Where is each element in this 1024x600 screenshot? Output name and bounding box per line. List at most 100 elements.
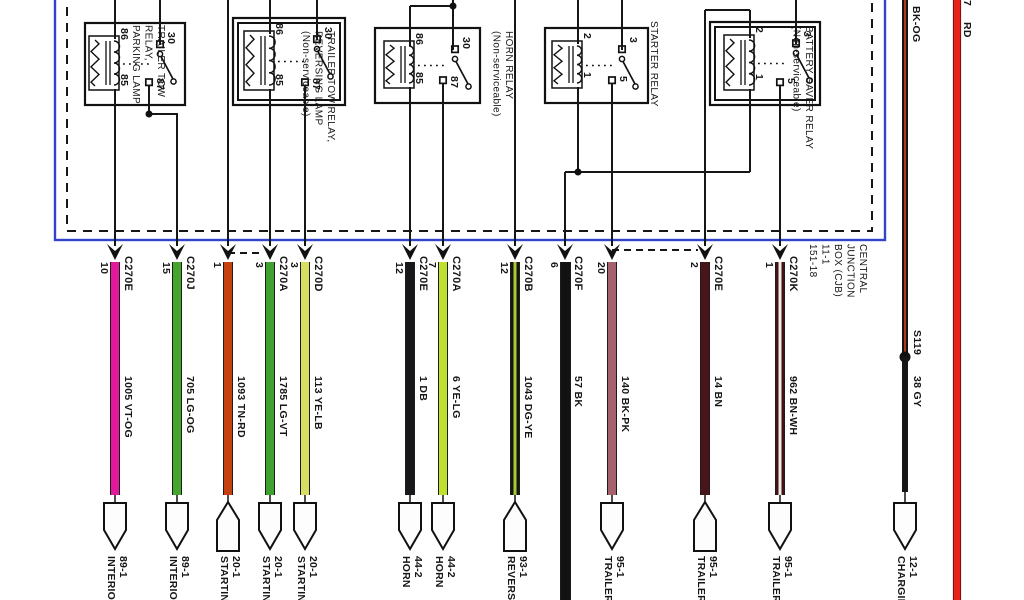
arrowhead-icon — [262, 244, 278, 260]
wire-gy-label: 38 GY — [911, 376, 923, 408]
cjb-box — [53, 0, 887, 242]
right-rails — [893, 0, 962, 600]
connector-label: C270J — [184, 256, 196, 290]
pin-number-label: 3 — [288, 262, 300, 269]
relay-coil-zigzag — [552, 44, 564, 85]
relay-pin-label: 85 — [413, 72, 425, 85]
relay-pin-label: 1 — [753, 74, 765, 81]
destination-label: 89-1 INTERIOR — [167, 556, 191, 600]
circuit-wire — [559, 262, 571, 600]
relay-pin-label: 87 — [154, 78, 166, 91]
destination-label: 44-2 HORN — [400, 556, 424, 588]
relay-winding — [408, 45, 415, 84]
relay-name-label: HORN RELAY (Non-serviceable) — [490, 31, 515, 117]
destination-label: 20-1 STARTING — [295, 556, 319, 600]
relay-blade — [160, 56, 174, 80]
circuit-wire — [700, 262, 710, 495]
relay-pin-label: 30 — [165, 32, 177, 45]
relay-box-inner — [237, 22, 341, 101]
relay-contact — [327, 73, 334, 80]
circuit-wire — [223, 262, 233, 495]
circuit-wire — [265, 262, 275, 495]
circuit-wire — [775, 262, 785, 495]
pin-number-label: 10 — [98, 262, 110, 275]
connector-symbol — [431, 502, 455, 551]
relay-pin-label: 1 — [581, 72, 593, 79]
relay-terminal — [438, 76, 448, 85]
destination-label: 20-1 STARTING — [260, 556, 284, 600]
connector-symbol — [293, 502, 317, 551]
destination-label: 95-1 TRAILER — [770, 556, 794, 600]
arrowhead-icon — [604, 244, 620, 260]
circuit-wire — [405, 262, 415, 495]
arrowhead-icon — [557, 244, 573, 260]
arrowhead-icon — [297, 244, 313, 260]
relay-contact — [465, 83, 472, 90]
connector-symbol — [258, 502, 282, 551]
arrowhead-icon — [697, 244, 713, 260]
relay-terminal — [607, 76, 617, 85]
connector-label: C270D — [312, 256, 324, 292]
relay-pin-label: 86 — [413, 33, 425, 46]
relay-core-bars — [400, 46, 406, 83]
relay-contact — [156, 50, 164, 58]
relay-coil-box — [88, 35, 120, 91]
relay-blade — [622, 61, 636, 85]
relay-core-bars — [740, 40, 746, 85]
wire-rd-label: RD — [961, 22, 973, 38]
wire-color-label: 1005 VT-OG — [122, 376, 134, 438]
pin-number-label: 2 — [688, 262, 700, 269]
connector-symbol — [693, 500, 717, 552]
relay-winding — [113, 40, 121, 86]
relay-pin-label: 87 — [448, 76, 460, 89]
wire-color-label: 57 BK — [572, 376, 584, 408]
relay-pin-label: 5 — [617, 76, 629, 83]
relay-core-bars — [568, 46, 574, 83]
relay-contact — [451, 55, 459, 63]
connector-label: C270E — [712, 256, 724, 292]
circuit-wire — [110, 262, 120, 495]
relay-coil-box — [723, 34, 755, 91]
connector-symbol — [503, 500, 527, 552]
wire-rd-number-label: 7 — [961, 0, 973, 7]
relay-coil-box — [383, 40, 415, 89]
arrowhead-icon — [507, 244, 523, 260]
relay-blade — [317, 51, 331, 75]
connector-label: C270E — [122, 256, 134, 292]
relay-pin-label: 86 — [118, 28, 130, 41]
relay-pin-label: 2 — [753, 27, 765, 34]
relay-pin-label: 2 — [581, 33, 593, 40]
relay-pin-label: 3 — [627, 37, 639, 44]
relay-contact — [792, 49, 800, 57]
circuit-wire — [172, 262, 182, 495]
wire-color-label: 1785 LG-VT — [277, 376, 289, 437]
relay-coil-zigzag — [89, 39, 101, 87]
cjb-label: CENTRAL JUNCTION BOX (CJB) 11-1 151-18 — [807, 244, 868, 298]
arrowhead-icon — [169, 244, 185, 260]
connector-symbol — [216, 500, 240, 552]
wire-color-label: 14 BN — [712, 376, 724, 408]
connector-symbol — [600, 502, 624, 551]
relay-blade — [796, 55, 810, 79]
wire-color-label: 1043 DG-YE — [522, 376, 534, 439]
splice-s119-label: S119 — [911, 330, 923, 356]
relay-coil-box — [551, 40, 583, 89]
connector-label: C270K — [787, 256, 799, 292]
relay-winding — [576, 45, 583, 84]
wire-color-label: 113 YE-LB — [312, 376, 324, 430]
destination-label: 89-1 INTERIOR — [105, 556, 129, 600]
connector-symbol — [165, 502, 189, 551]
pin-number-label: 12 — [498, 262, 510, 275]
pin-number-label: 15 — [160, 262, 172, 275]
junction-dots — [145, 2, 582, 176]
relay-coil-zigzag — [384, 44, 396, 85]
destination-label: 95-1 TRAILER — [602, 556, 626, 600]
relay-contact — [632, 83, 639, 90]
relay-terminal — [775, 78, 785, 87]
wire-color-label: 1093 TN-RD — [235, 376, 247, 438]
destination-label: 93-1 REVERSING — [505, 556, 529, 600]
relay-pin-label: 85 — [273, 74, 285, 87]
relay-coil-zigzag — [724, 38, 736, 87]
arrowhead-icon — [107, 244, 123, 260]
relay-box-inner — [714, 26, 816, 101]
